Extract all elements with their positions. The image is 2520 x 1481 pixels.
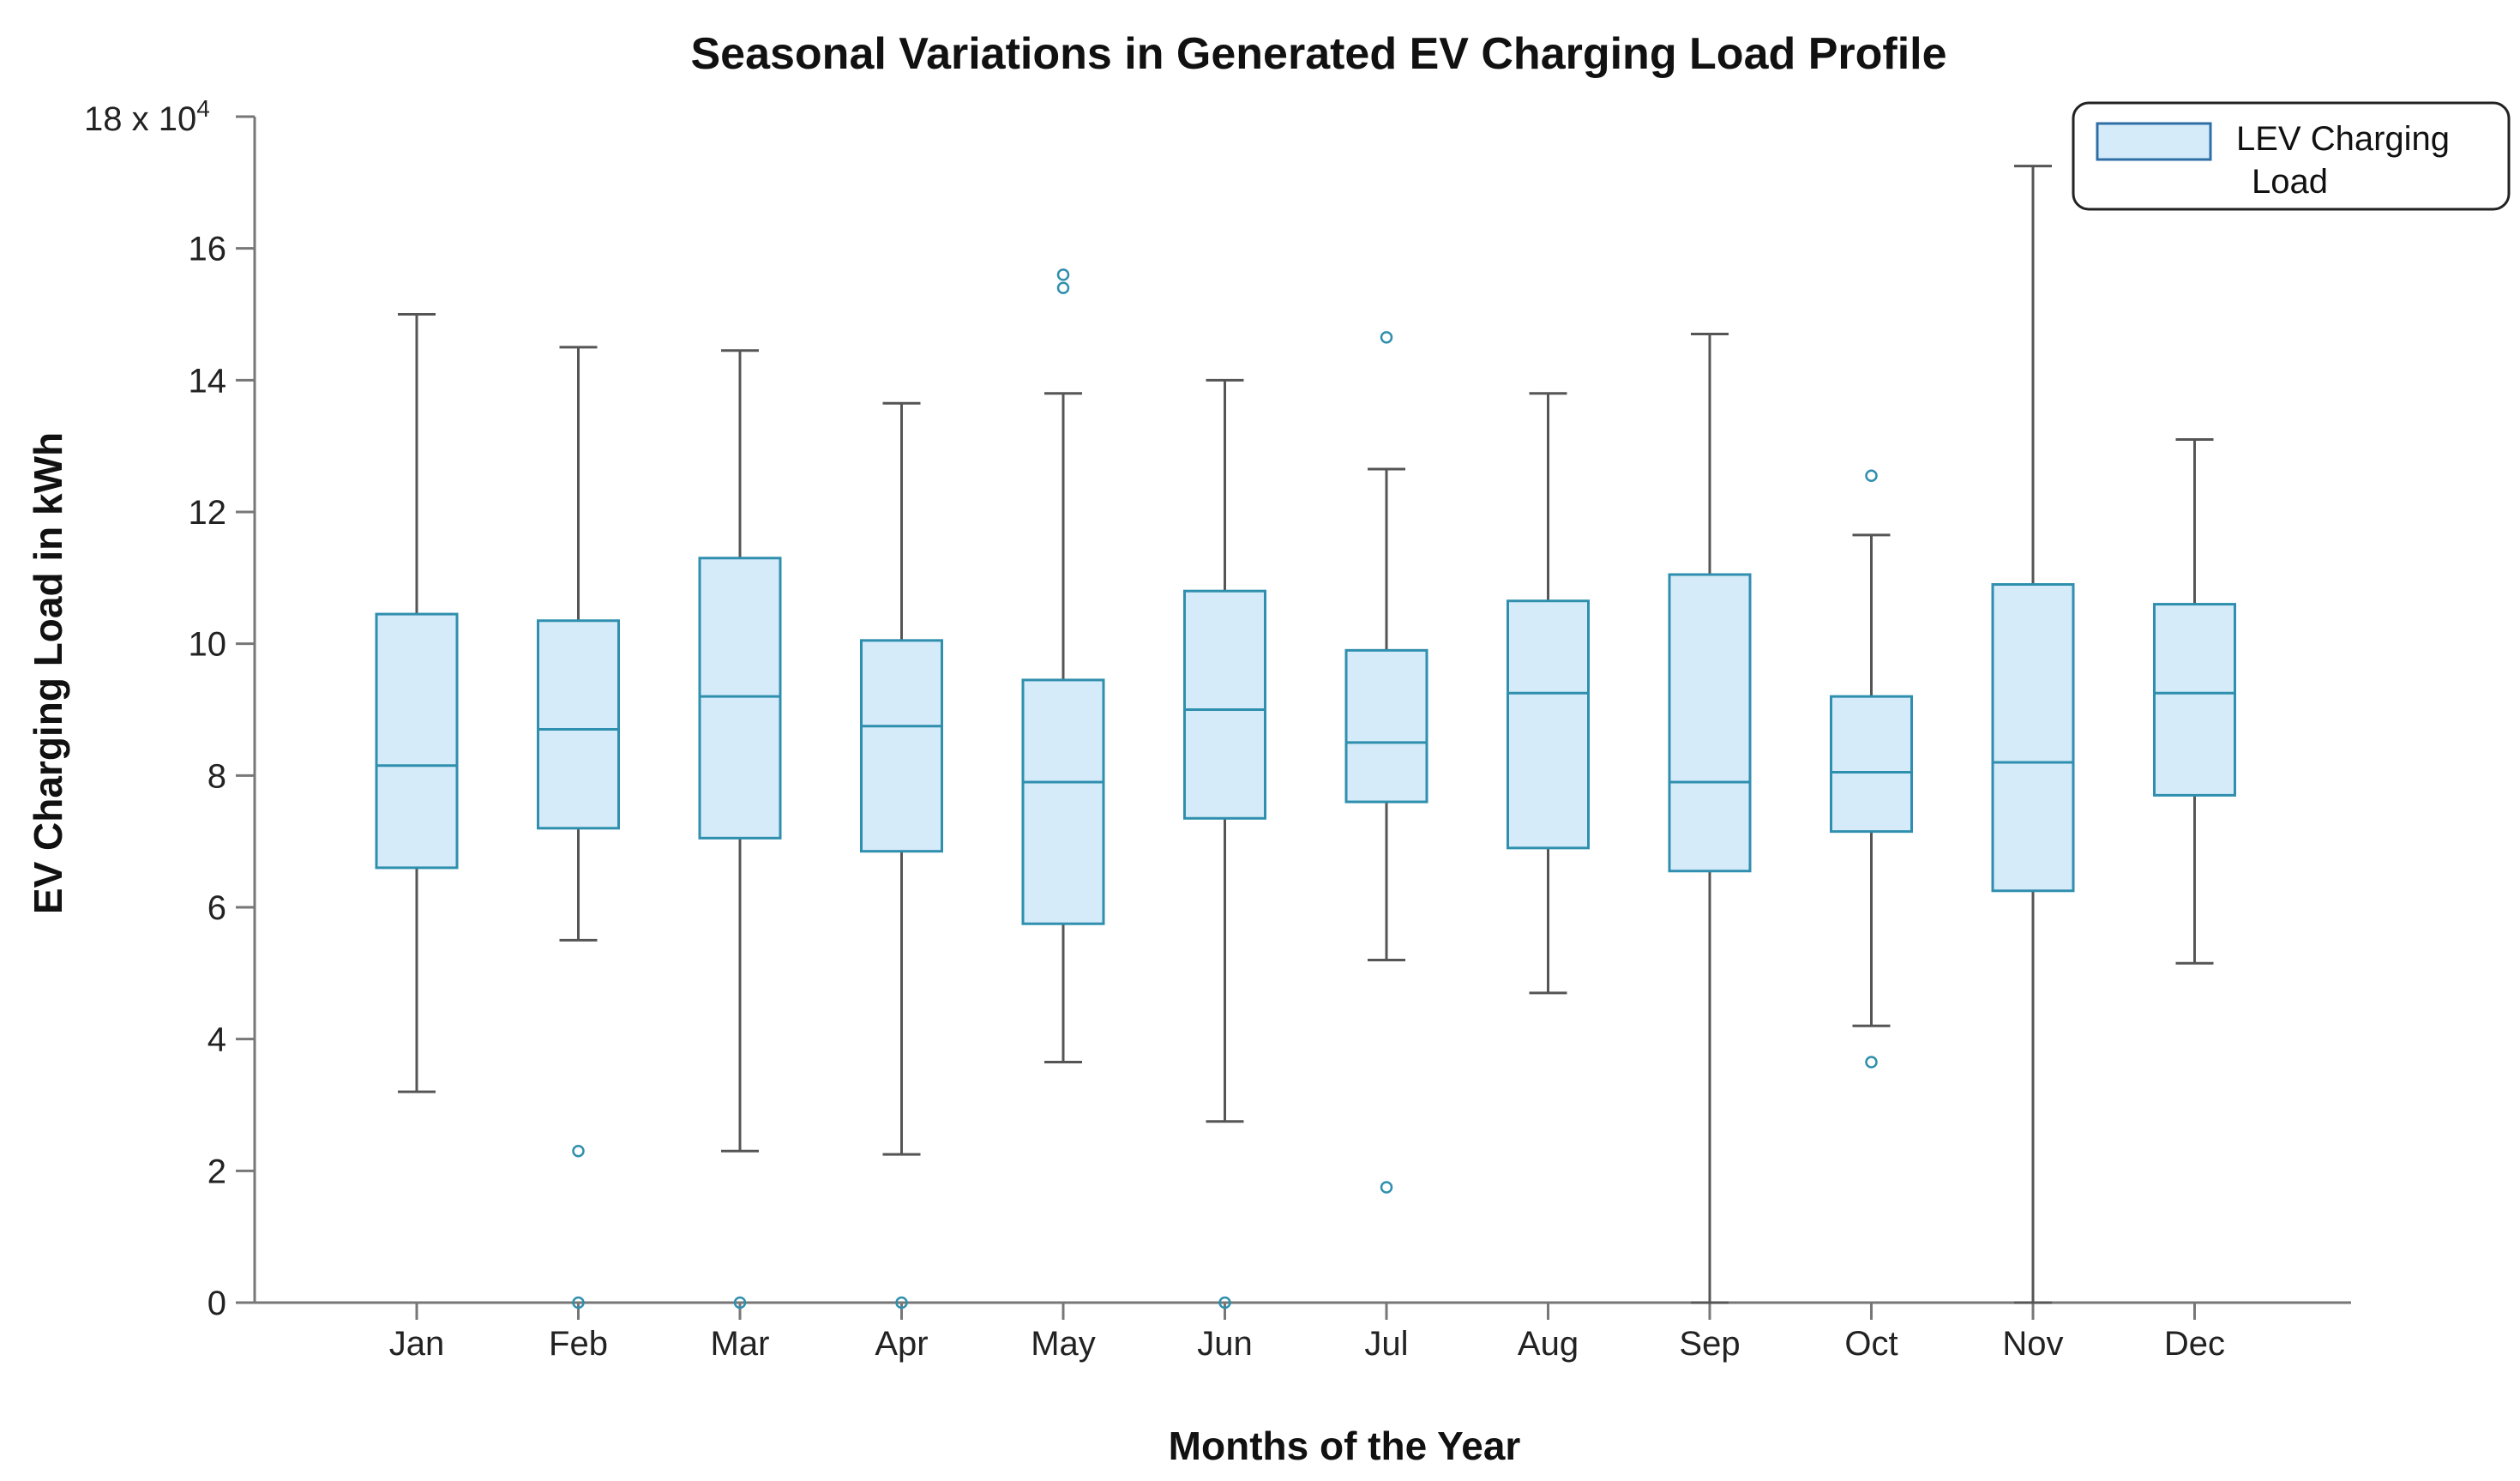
box-aug [1507, 392, 1590, 995]
box-iqr [375, 612, 459, 870]
x-tick-label: May [1031, 1325, 1096, 1363]
box-nov [1991, 165, 2075, 1304]
box-feb [537, 346, 620, 1309]
box-iqr [2153, 603, 2236, 797]
y-tick-label: 4 [207, 1021, 226, 1059]
box-iqr [537, 619, 620, 830]
box-iqr [860, 639, 943, 853]
box-may [1021, 268, 1105, 1064]
box-series [375, 165, 2236, 1309]
x-tick-label: Nov [2002, 1325, 2063, 1363]
x-axis-label: Months of the Year [1169, 1424, 1521, 1468]
y-tick-label: 16 [189, 231, 227, 268]
outlier-point [733, 1296, 747, 1309]
y-tick-label: 6 [207, 889, 226, 927]
x-tick-label: Mar [711, 1325, 770, 1363]
box-iqr [1991, 583, 2075, 893]
legend-swatch [2096, 122, 2212, 161]
box-apr [860, 401, 943, 1309]
y-tick-label: 10 [189, 626, 227, 664]
box-oct [1830, 469, 1913, 1069]
x-tick-label: Jun [1197, 1325, 1253, 1363]
box-iqr [1830, 695, 1913, 834]
y-axis: 0 2 4 6 8 10 12 14 16 18 x 104 EV Charging Load … [26, 95, 256, 1322]
x-tick-label: Dec [2164, 1325, 2225, 1363]
y-ticks: 0 2 4 6 8 10 12 14 16 [189, 115, 255, 1322]
outlier-point [895, 1296, 908, 1309]
box-iqr [698, 557, 782, 840]
legend: LEV Charging Load [2072, 101, 2511, 211]
x-tick-label: Aug [1518, 1325, 1579, 1363]
legend-label-line1: LEV Charging [2236, 120, 2450, 158]
box-iqr [1183, 589, 1266, 820]
box-jun [1183, 378, 1266, 1309]
outlier-point [1056, 268, 1070, 281]
outlier-point [1865, 469, 1878, 482]
x-tick-label: Apr [875, 1325, 928, 1363]
box-iqr [1507, 599, 1590, 850]
box-iqr [1344, 648, 1428, 804]
box-dec [2153, 437, 2236, 965]
x-tick-label: Oct [1844, 1325, 1898, 1363]
y-multiplier-label: 18 x 104 [84, 95, 210, 138]
chart-title: Seasonal Variations in Generated EV Char… [690, 29, 1946, 79]
outlier-point [1218, 1296, 1231, 1309]
y-tick-label: 0 [207, 1285, 226, 1322]
x-tick-label: Jan [389, 1325, 445, 1363]
outlier-point [572, 1296, 585, 1309]
box-sep [1668, 333, 1752, 1304]
outlier-point [1056, 281, 1070, 295]
x-tick-label: Sep [1679, 1325, 1740, 1363]
y-tick-label: 2 [207, 1153, 226, 1190]
box-iqr [1668, 573, 1752, 873]
y-tick-label: 8 [207, 757, 226, 795]
box-iqr [1021, 678, 1105, 925]
outlier-point [1380, 331, 1393, 344]
legend-label-line2: Load [2252, 163, 2328, 201]
y-axis-label: EV Charging Load in kWh [26, 432, 70, 914]
outlier-point [1865, 1056, 1878, 1069]
outlier-point [572, 1145, 585, 1158]
y-tick-label: 12 [189, 494, 227, 532]
box-jul [1344, 331, 1428, 1194]
x-axis: Jan Feb Mar Apr May Jun Jul Aug Sep Oct Nov Dec Mon… [255, 1301, 2351, 1468]
x-tick-label: Jul [1364, 1325, 1408, 1363]
x-ticks: Jan Feb Mar Apr May Jun Jul Aug Sep Oct Nov Dec [389, 1303, 2225, 1363]
outlier-point [1380, 1181, 1393, 1194]
y-multiplier-exponent: 4 [196, 95, 210, 122]
x-tick-label: Feb [549, 1325, 608, 1363]
box-mar [698, 349, 782, 1309]
y-tick-label: 14 [189, 362, 227, 400]
box-jan [375, 313, 459, 1093]
